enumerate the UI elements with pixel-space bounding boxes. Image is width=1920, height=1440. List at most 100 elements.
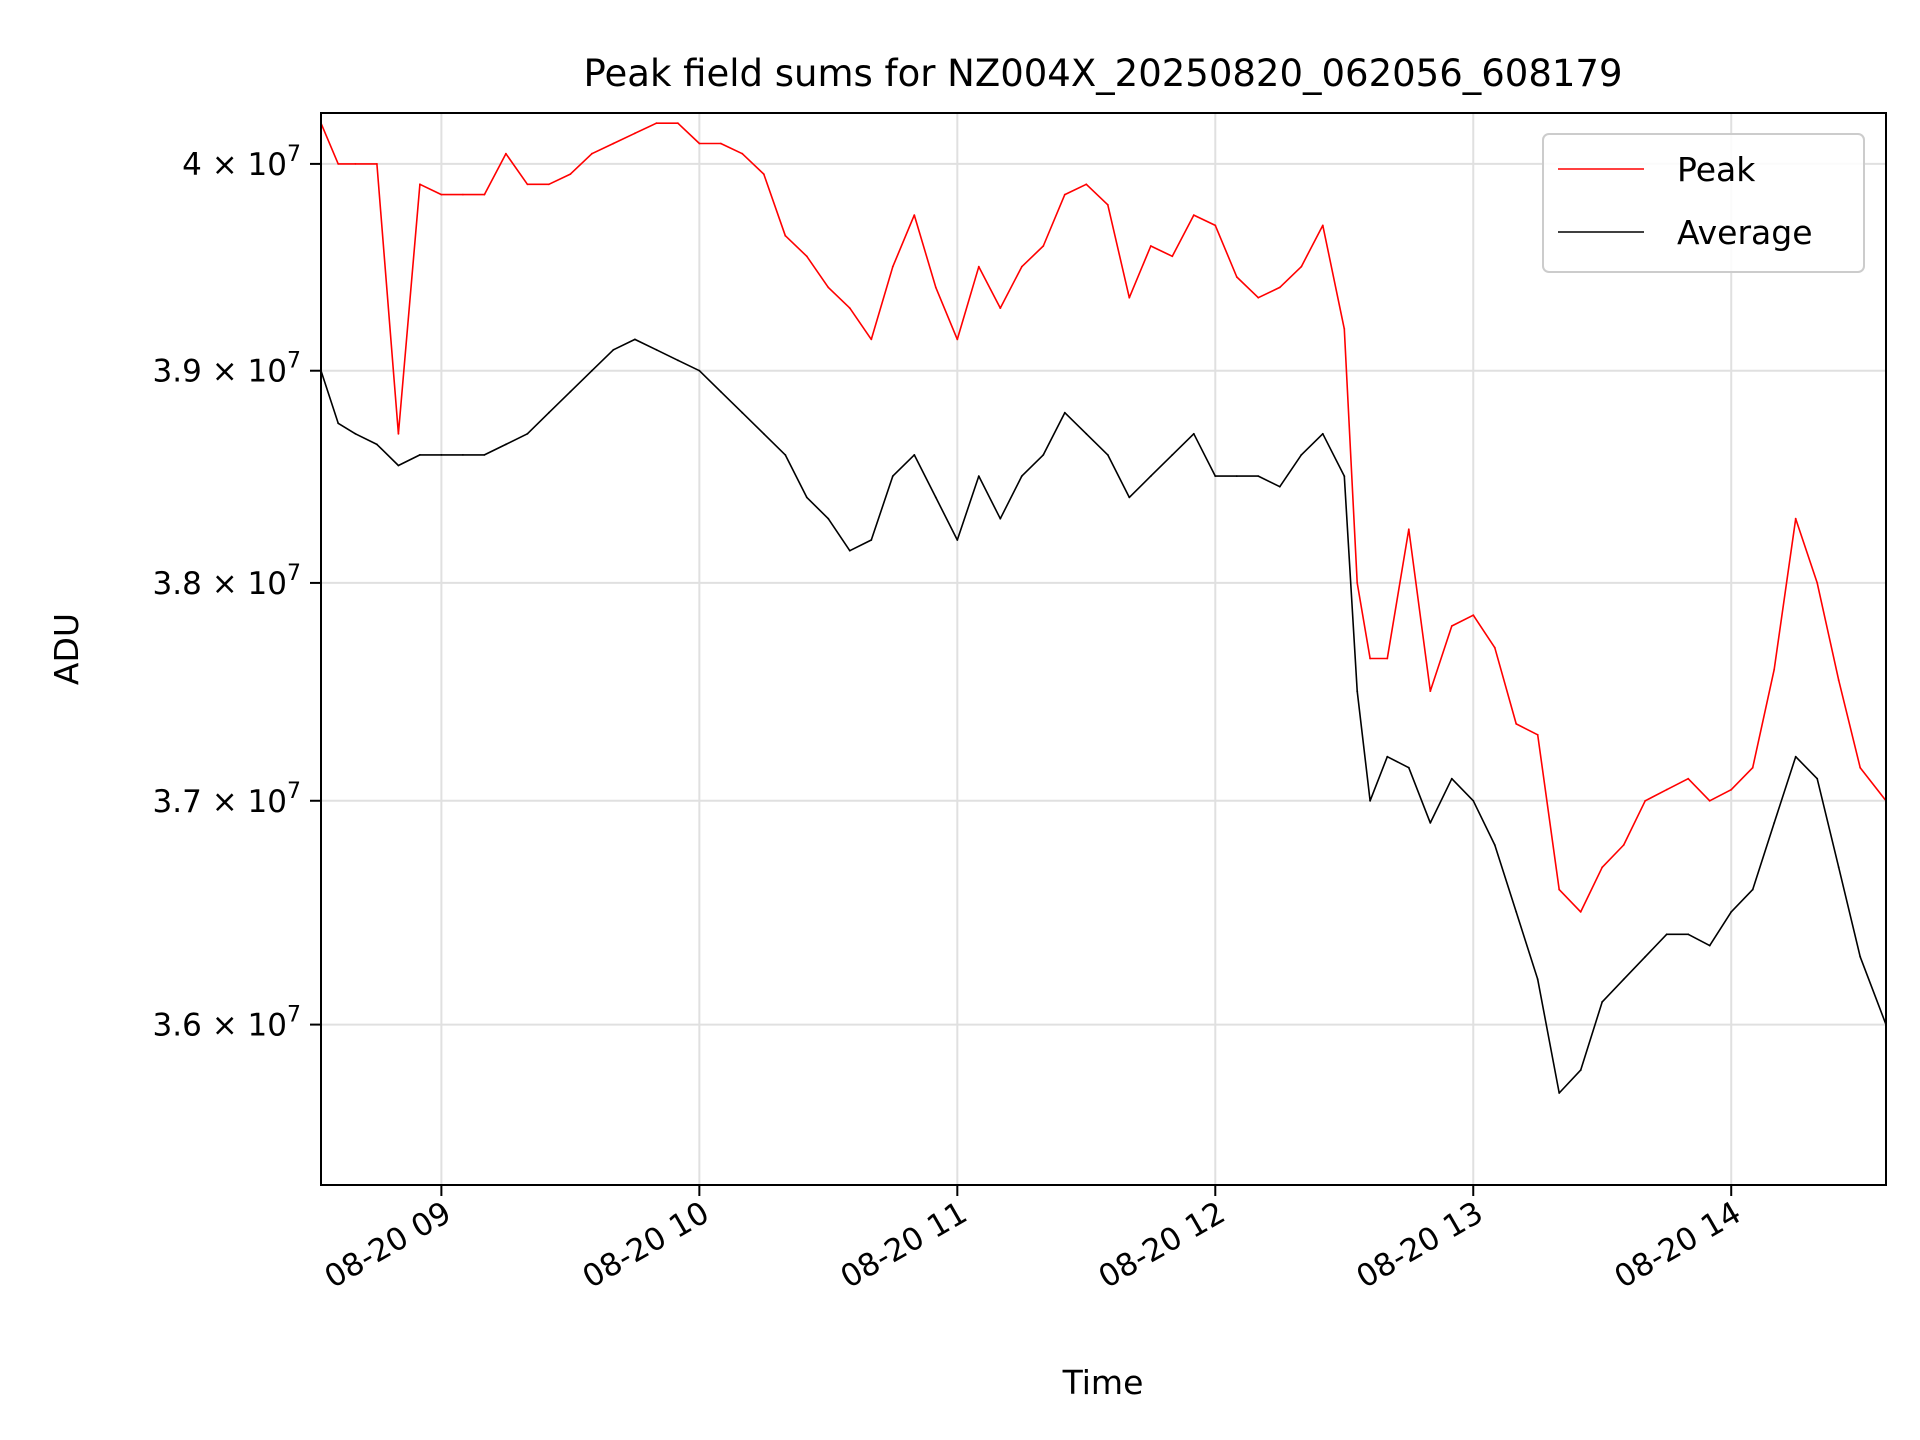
data-point-peak <box>1644 799 1647 802</box>
data-point-peak <box>612 142 615 145</box>
data-point-average <box>1300 454 1303 456</box>
data-point-average <box>419 454 421 456</box>
data-point-peak <box>483 193 486 196</box>
plot-data <box>320 122 1887 1094</box>
data-point-peak <box>1536 733 1539 736</box>
y-tick-times: × 10 <box>202 784 287 820</box>
data-point-peak <box>741 152 744 155</box>
data-point-average <box>805 496 808 499</box>
data-point-average <box>1085 432 1088 435</box>
data-point-peak <box>1343 328 1346 330</box>
data-point-average <box>784 454 787 456</box>
data-point-peak <box>1278 286 1281 289</box>
data-point-peak <box>784 234 787 237</box>
y-tick-label: 3.9 × 107 <box>153 349 301 390</box>
data-point-average <box>827 517 830 520</box>
y-tick-label: 3.7 × 107 <box>153 779 301 820</box>
y-tick-exponent: 7 <box>287 561 301 586</box>
data-point-peak <box>1429 690 1432 692</box>
data-point-peak <box>591 152 593 155</box>
data-point-average <box>1429 822 1432 824</box>
data-point-peak <box>526 183 529 186</box>
data-point-peak <box>1859 766 1862 769</box>
data-point-peak <box>419 183 421 186</box>
y-tick-mantissa: 3.8 <box>153 566 202 602</box>
plot-frame <box>320 112 1887 1186</box>
data-point-peak <box>677 122 679 125</box>
data-point-peak <box>1665 788 1668 791</box>
data-point-peak <box>1708 799 1711 802</box>
legend-label-average: Average <box>1677 213 1813 252</box>
data-point-average <box>569 390 572 393</box>
data-point-average <box>1601 1001 1604 1003</box>
data-point-average <box>913 454 916 456</box>
data-point-peak <box>1106 203 1109 206</box>
data-point-average <box>376 443 378 446</box>
data-point-peak <box>548 183 550 186</box>
data-point-average <box>483 454 486 456</box>
y-tick-times: × 10 <box>202 147 287 183</box>
data-point-peak <box>999 307 1002 309</box>
data-point-peak <box>1837 679 1840 682</box>
data-point-peak <box>891 265 894 268</box>
data-point-average <box>1369 799 1371 802</box>
data-point-average <box>548 411 550 414</box>
data-point-average <box>505 443 507 446</box>
data-point-peak <box>1386 657 1389 660</box>
data-point-average <box>1794 755 1797 758</box>
y-tick-times: × 10 <box>202 566 287 602</box>
data-point-average <box>1192 432 1195 435</box>
data-point-peak <box>462 193 464 196</box>
data-point-average <box>462 454 464 456</box>
data-point-average <box>1020 475 1023 477</box>
y-tick-exponent: 7 <box>287 779 301 804</box>
data-point-average <box>891 475 894 477</box>
y-tick-label: 3.6 × 107 <box>153 1003 301 1044</box>
data-point-average <box>1730 911 1733 913</box>
data-point-average <box>634 338 636 341</box>
y-tick-exponent: 7 <box>287 142 301 167</box>
data-point-average <box>1128 496 1131 499</box>
data-point-peak <box>1192 214 1195 217</box>
data-point-peak <box>1214 224 1217 227</box>
data-point-peak <box>848 307 851 309</box>
data-point-average <box>655 348 658 351</box>
data-point-average <box>1235 475 1238 477</box>
data-point-peak <box>1063 193 1066 196</box>
y-tick-times: × 10 <box>202 354 287 390</box>
data-point-peak <box>440 193 443 196</box>
data-point-average <box>870 539 873 541</box>
data-point-peak <box>1515 723 1518 725</box>
data-point-peak <box>1128 296 1131 299</box>
data-point-peak <box>397 432 400 435</box>
data-point-average <box>1343 475 1346 477</box>
data-point-average <box>1837 866 1840 869</box>
data-point-average <box>1751 888 1754 891</box>
data-point-average <box>1407 766 1410 769</box>
y-tick-mantissa: 3.9 <box>153 354 202 390</box>
data-point-peak <box>1472 614 1475 617</box>
data-point-average <box>1278 485 1281 488</box>
data-point-average <box>1558 1092 1561 1094</box>
data-point-average <box>1257 475 1260 477</box>
data-point-average <box>526 432 529 435</box>
data-point-average <box>1321 432 1324 435</box>
data-point-peak <box>1579 911 1582 913</box>
data-point-average <box>1579 1069 1582 1071</box>
data-point-average <box>1515 911 1518 913</box>
chart-title: Peak field sums for NZ004X_20250820_0620… <box>584 52 1623 95</box>
data-point-average <box>1622 978 1625 981</box>
x-axis-label: Time <box>1062 1363 1144 1402</box>
y-tick-mantissa: 3.6 <box>153 1008 202 1044</box>
data-point-peak <box>1300 265 1303 268</box>
y-tick-mantissa: 4 <box>182 147 202 183</box>
data-point-average <box>1042 454 1045 456</box>
data-point-peak <box>977 265 980 268</box>
data-point-peak <box>956 338 959 341</box>
data-point-peak <box>1321 224 1324 227</box>
data-point-average <box>1536 978 1539 981</box>
data-point-peak <box>1622 844 1625 846</box>
y-tick-times: × 10 <box>202 1008 287 1044</box>
data-point-peak <box>1493 646 1496 649</box>
data-point-average <box>848 549 851 552</box>
